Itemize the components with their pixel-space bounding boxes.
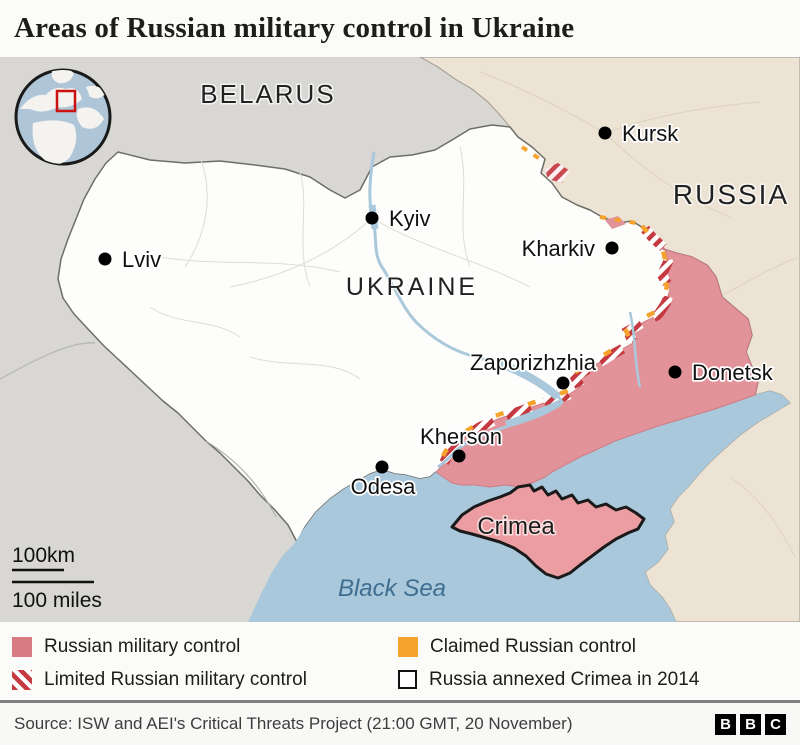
scale-km-label: 100km <box>12 544 75 567</box>
page-title: Areas of Russian military control in Ukr… <box>14 12 575 44</box>
crimea-region <box>450 483 646 580</box>
neutral-borders <box>0 342 277 518</box>
legend-item-claimed-control: Claimed Russian control <box>398 636 788 658</box>
legend-label: Russia annexed Crimea in 2014 <box>429 668 700 690</box>
locator-globe <box>14 68 112 166</box>
footer: Source: ISW and AEI's Critical Threats P… <box>0 700 800 745</box>
legend-label: Claimed Russian control <box>430 635 636 657</box>
label-russia: RUSSIA <box>673 179 789 210</box>
bbc-logo: B B C <box>715 713 786 735</box>
label-donetsk: Donetsk <box>692 360 774 385</box>
legend-label: Limited Russian military control <box>44 668 307 690</box>
legend-item-crimea-annexed: Russia annexed Crimea in 2014 <box>398 669 788 691</box>
label-odesa: Odesa <box>351 474 417 499</box>
label-black-sea: Black Sea <box>338 575 446 602</box>
hatched-swatch-icon <box>12 669 32 690</box>
bbc-logo-block: C <box>765 713 786 735</box>
label-ukraine: UKRAINE <box>346 273 478 301</box>
ukraine-roads <box>149 146 531 380</box>
label-crimea: Crimea <box>477 513 555 540</box>
label-belarus: BELARUS <box>200 79 335 109</box>
scale-bar: 100km 100 miles <box>12 544 102 612</box>
claimed-control-dashes <box>431 224 670 470</box>
limited-control-hatch <box>432 225 676 475</box>
map-svg: BELARUS RUSSIA UKRAINE Kursk Kyiv Lviv K… <box>0 57 800 622</box>
dnipro-river <box>368 151 642 469</box>
label-kherson: Kherson <box>420 424 502 449</box>
label-kursk: Kursk <box>622 121 679 146</box>
legend-item-limited-control: Limited Russian military control <box>12 669 398 691</box>
scale-miles-label: 100 miles <box>12 589 102 612</box>
city-dots <box>98 126 682 474</box>
ukraine-control-map: BELARUS RUSSIA UKRAINE Kursk Kyiv Lviv K… <box>0 57 800 622</box>
outline-swatch-icon <box>398 670 417 689</box>
source-attribution: Source: ISW and AEI's Critical Threats P… <box>14 714 573 733</box>
bbc-logo-block: B <box>715 713 736 735</box>
label-lviv: Lviv <box>122 247 161 272</box>
legend-item-russian-control: Russian military control <box>12 636 398 658</box>
title-bar: Areas of Russian military control in Ukr… <box>0 0 800 57</box>
locator-highlight <box>55 89 77 113</box>
border-patches <box>520 145 637 229</box>
label-kyiv: Kyiv <box>389 206 431 231</box>
map-labels: BELARUS RUSSIA UKRAINE Kursk Kyiv Lviv K… <box>120 78 789 603</box>
label-zaporizhzhia: Zaporizhzhia <box>470 350 597 375</box>
legend-label: Russian military control <box>44 635 241 657</box>
map-legend: Russian military control Claimed Russian… <box>0 622 800 700</box>
orange-swatch-icon <box>398 636 418 657</box>
pink-swatch-icon <box>12 636 32 657</box>
bbc-logo-block: B <box>740 713 761 735</box>
label-kharkiv: Kharkiv <box>522 236 595 261</box>
